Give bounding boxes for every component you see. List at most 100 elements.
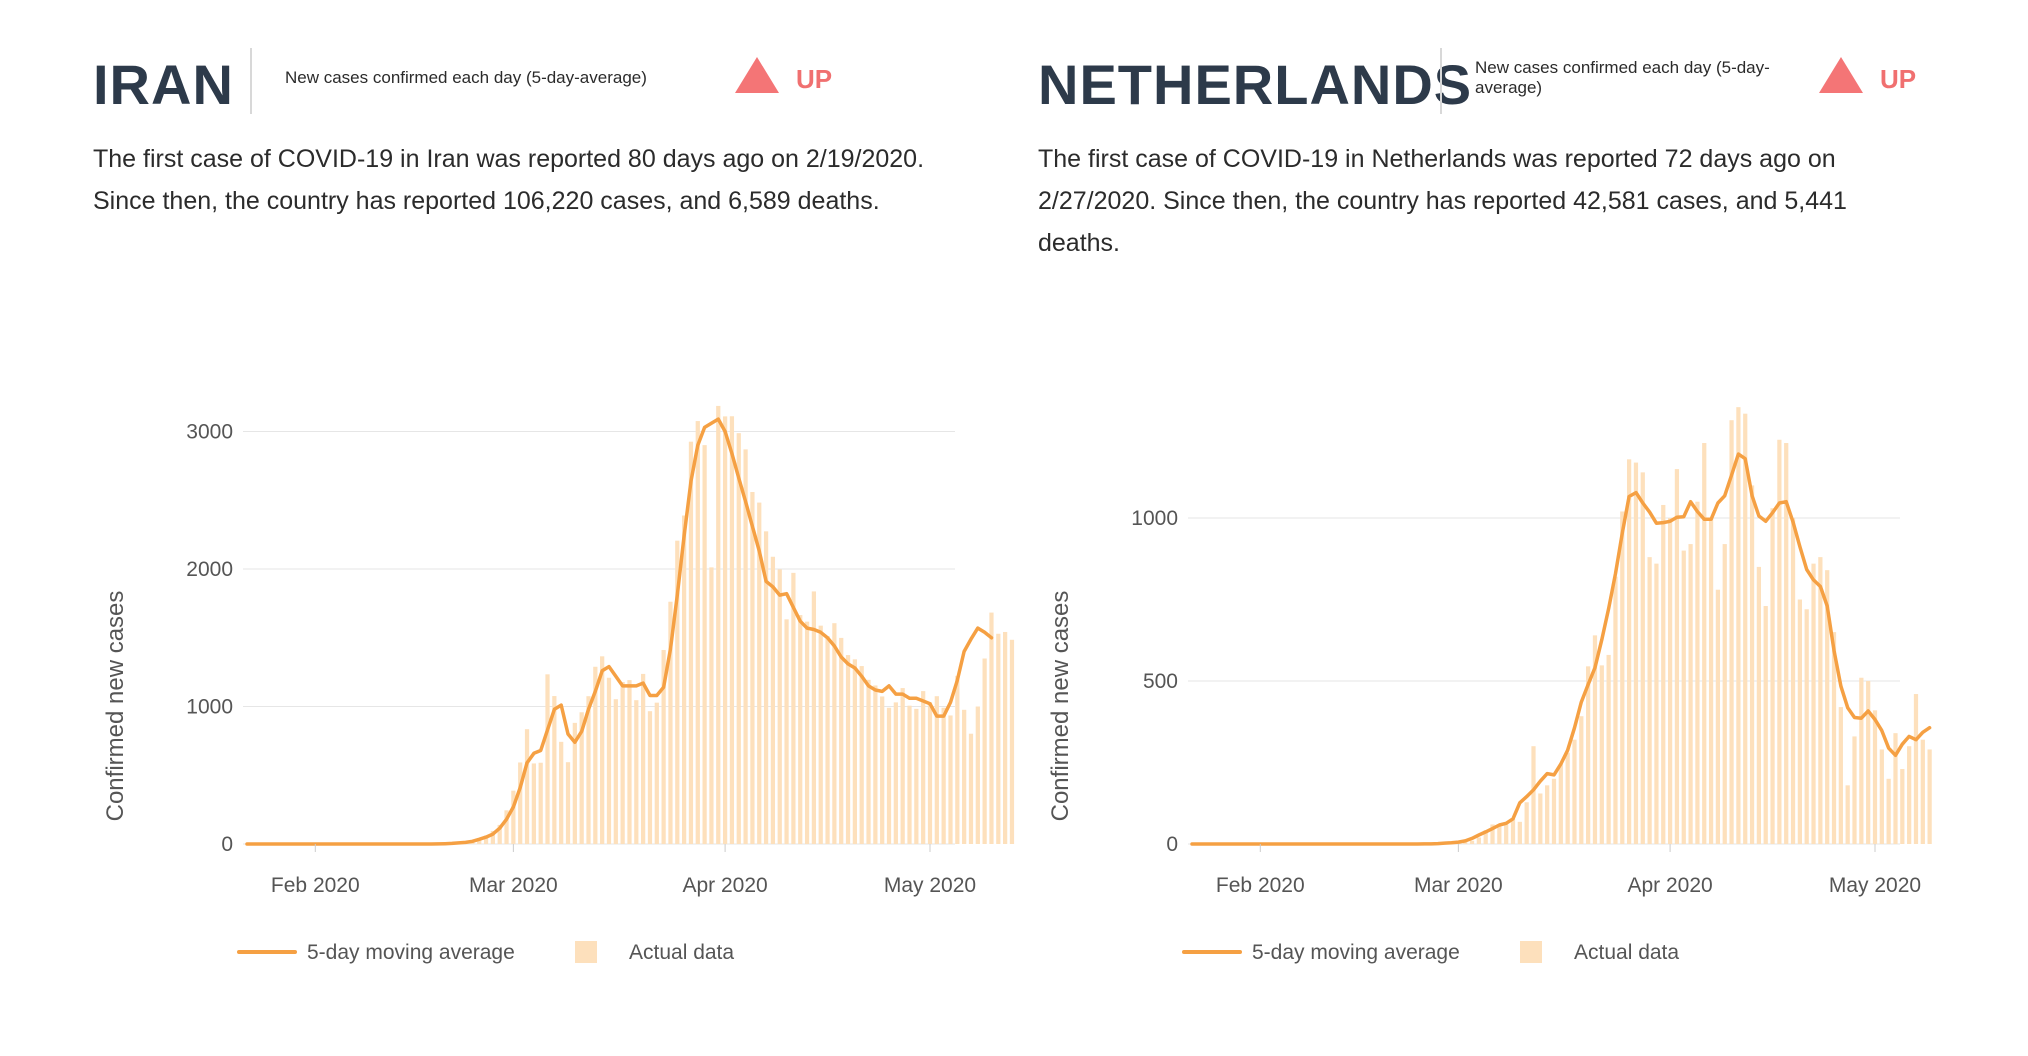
daily-cases-bar [1722, 544, 1727, 844]
y-tick-label: 500 [1143, 670, 1178, 693]
daily-cases-bar [688, 441, 694, 844]
daily-cases-bar [736, 433, 741, 844]
daily-cases-bar [511, 790, 516, 844]
daily-cases-bar [941, 707, 946, 844]
daily-cases-bar [729, 416, 735, 844]
daily-cases-bar [1592, 635, 1598, 844]
daily-cases-bar [1852, 736, 1857, 844]
summary-text: The first case of COVID-19 in Netherland… [1038, 145, 1847, 257]
metric-label: New cases confirmed each day (5-day-aver… [285, 68, 647, 87]
daily-cases-bar [866, 679, 871, 844]
daily-cases-bar [1504, 824, 1509, 844]
x-tick-label: Feb 2020 [1216, 874, 1305, 897]
daily-cases-bar [811, 591, 817, 844]
country-title: NETHERLANDS [1038, 53, 1473, 116]
daily-cases-bar [914, 708, 919, 844]
daily-cases-bar [647, 711, 653, 844]
daily-cases-bar [1524, 802, 1529, 844]
daily-cases-bar [1804, 609, 1809, 844]
daily-cases-bar [661, 649, 666, 844]
y-tick-label: 2000 [186, 558, 233, 581]
y-tick-label: 3000 [186, 421, 233, 444]
daily-cases-bar [709, 567, 714, 844]
daily-cases-bar [518, 762, 523, 844]
moving-average-line [245, 417, 994, 846]
daily-cases-bar [1777, 439, 1782, 844]
daily-cases-bar [1763, 606, 1768, 844]
daily-cases-bar [886, 707, 892, 844]
daily-cases-bar [1770, 508, 1775, 844]
country-panel-netherlands: NETHERLANDS New cases confirmed each day… [1038, 0, 1998, 1056]
daily-cases-bar [1654, 563, 1659, 844]
legend-label-actual-data: Actual data [629, 941, 734, 964]
country-panel-iran: IRAN New cases confirmed each day (5-day… [93, 0, 1053, 1056]
x-tick-label: Mar 2020 [469, 874, 558, 897]
x-tick-label: Feb 2020 [271, 874, 360, 897]
daily-cases-bar [1825, 570, 1830, 844]
daily-cases-bar [1531, 746, 1536, 844]
daily-cases-bar [1674, 469, 1680, 844]
daily-cases-bar [1661, 504, 1666, 844]
daily-cases-bar [1551, 778, 1557, 844]
daily-cases-bar [695, 421, 700, 844]
daily-cases-bar [989, 612, 994, 844]
daily-cases-bar [565, 762, 571, 844]
daily-cases-bar [934, 696, 939, 844]
daily-cases-bar [804, 621, 810, 844]
daily-cases-bar [1688, 544, 1693, 844]
daily-cases-bar [1756, 566, 1762, 844]
daily-cases-bar [1497, 826, 1502, 844]
summary-text: The first case of COVID-19 in Iran was r… [93, 145, 925, 215]
daily-cases-bar [1838, 707, 1843, 844]
daily-cases-bar [1463, 842, 1468, 844]
daily-cases-bar [1476, 837, 1481, 844]
daily-cases-bar [832, 623, 837, 844]
daily-cases-bar [1565, 752, 1570, 844]
daily-cases-bar [996, 633, 1001, 844]
daily-cases-bar [524, 729, 530, 844]
daily-cases-bar [777, 569, 782, 844]
y-tick-label: 1000 [1131, 507, 1178, 530]
legend-bar-swatch [1520, 941, 1542, 963]
daily-cases-bar [634, 700, 639, 844]
daily-cases-bar [1647, 557, 1652, 844]
panel-header: NETHERLANDS New cases confirmed each day… [1038, 48, 1998, 118]
daily-cases-bar [1510, 819, 1516, 844]
daily-cases-bar [627, 680, 632, 844]
daily-cases-bar [702, 445, 707, 844]
daily-cases-bar [1702, 443, 1707, 844]
daily-cases-bar [1893, 733, 1898, 844]
daily-cases-bar [1811, 563, 1816, 844]
cases-chart-iran: 0 1000 2000 3000 Feb 2020 Mar 2020 Apr 2020 May… [102, 405, 1015, 964]
daily-cases-bar [600, 656, 605, 844]
daily-cases-bar [1927, 749, 1932, 844]
daily-cases-bar [497, 824, 502, 844]
daily-cases-bar [1715, 589, 1721, 844]
daily-cases-bar [1743, 413, 1748, 844]
daily-cases-bar [1606, 654, 1611, 844]
daily-cases-bar [722, 416, 728, 844]
daily-cases-bar [1913, 694, 1919, 844]
daily-cases-bar [579, 712, 584, 844]
daily-cases-bar [1907, 746, 1912, 844]
y-tick-label: 0 [221, 833, 233, 856]
daily-cases-bar [907, 705, 912, 844]
cases-chart-netherlands: 0 500 1000 Feb 2020 Mar 2020 Apr 2020 May 2020… [1047, 407, 1932, 964]
daily-cases-bar [1613, 576, 1618, 844]
daily-cases-bar [1558, 764, 1563, 844]
daily-cases-bar [975, 706, 980, 844]
daily-cases-bar [1579, 716, 1584, 844]
daily-cases-bar [1003, 631, 1008, 844]
daily-cases-bar [1749, 485, 1755, 844]
daily-cases-bar [1784, 443, 1789, 844]
daily-cases-bar [1920, 739, 1925, 844]
y-tick-label: 1000 [186, 696, 233, 719]
legend-label-moving-average: 5-day moving average [307, 941, 515, 964]
daily-cases-bar [839, 637, 844, 844]
daily-cases-bar [606, 677, 612, 844]
daily-cases-bar [1866, 681, 1871, 844]
daily-cases-bar [798, 615, 803, 844]
x-tick-label: Apr 2020 [1627, 874, 1712, 897]
daily-cases-bar [859, 666, 864, 844]
